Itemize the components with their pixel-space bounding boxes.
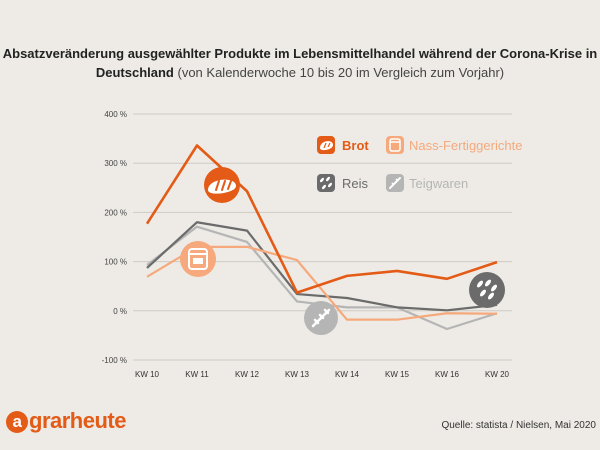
chart-title: Absatzveränderung ausgewählter Produkte … [0,44,600,82]
x-tick-label: KW 12 [235,370,260,379]
legend-item-teigwaren: Teigwaren [386,174,468,192]
x-tick-label: KW 13 [285,370,310,379]
y-tick-label: 400 % [104,110,127,119]
y-tick-label: 300 % [104,159,127,168]
legend-item-nass-fertiggerichte: Nass-Fertiggerichte [386,136,522,154]
can-icon [386,136,404,154]
legend: Brot Nass-Fertiggerichte Reis [317,136,522,192]
pasta-icon [304,301,338,335]
x-tick-label: KW 14 [335,370,360,379]
x-tick-label: KW 10 [135,370,160,379]
legend-label-brot: Brot [342,138,369,153]
logo-mark: a [6,411,28,433]
x-tick-label: KW 11 [185,370,209,379]
x-tick-label: KW 20 [485,370,510,379]
legend-item-reis: Reis [317,174,369,192]
legend-item-brot: Brot [317,136,369,154]
bread-icon [204,167,240,203]
source-note: Quelle: statista / Nielsen, Mai 2020 [441,420,596,431]
x-tick-label: KW 16 [435,370,460,379]
can-icon [180,241,216,277]
pasta-icon [386,174,404,192]
rice-icon [469,272,505,308]
x-axis: KW 10 KW 11 KW 12 KW 13 KW 14 KW 15 KW 16 KW 20 [135,370,510,379]
series-line-brot [145,144,498,294]
x-tick-label: KW 15 [385,370,410,379]
logo-text: grarheute [29,408,126,433]
bread-icon [317,136,335,154]
chart-title-main: Absatzveränderung ausgewählter Produkte … [2,46,598,80]
legend-label-teigwaren: Teigwaren [409,176,468,191]
y-tick-label: 200 % [104,208,127,217]
y-tick-label: -100 % [102,356,127,365]
rice-icon [317,174,335,192]
legend-label-nass-fertiggerichte: Nass-Fertiggerichte [409,138,522,153]
y-tick-label: 100 % [104,258,127,267]
y-axis: 400 % 300 % 200 % 100 % 0 % -100 % [102,110,127,365]
agrarheute-logo: a grarheute [6,408,126,434]
y-tick-label: 0 % [113,307,127,316]
chart-title-subtitle: (von Kalenderwoche 10 bis 20 im Vergleic… [177,65,505,80]
legend-label-reis: Reis [342,176,369,191]
series-line-reis [146,221,498,312]
